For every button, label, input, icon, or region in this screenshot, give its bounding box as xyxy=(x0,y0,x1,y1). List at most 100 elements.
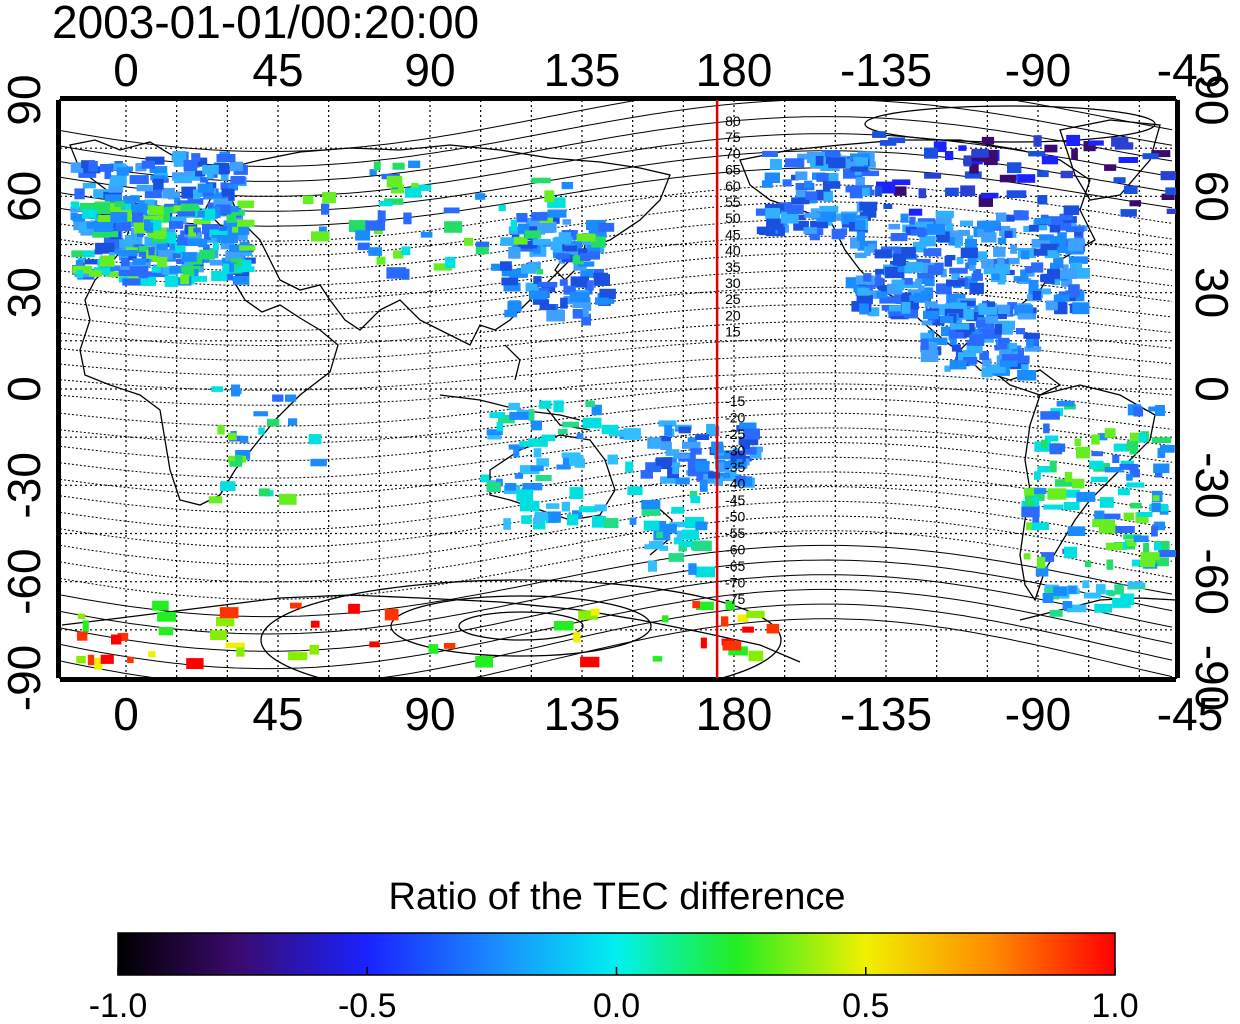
tec-patch xyxy=(689,490,698,498)
tec-patch xyxy=(173,159,188,167)
tec-patch xyxy=(977,228,985,237)
tec-patch xyxy=(1123,185,1138,194)
tec-patch xyxy=(681,529,699,540)
tec-patch xyxy=(508,247,521,259)
tec-patch xyxy=(1153,521,1166,531)
tec-patch xyxy=(892,253,906,266)
tec-patch xyxy=(920,345,930,353)
tec-patch xyxy=(141,160,155,169)
tec-patch xyxy=(924,147,938,159)
tec-patch xyxy=(235,230,248,241)
tec-patch xyxy=(124,235,143,246)
tec-patch xyxy=(1053,294,1070,302)
tec-patch xyxy=(148,247,155,256)
tec-patch xyxy=(475,193,486,200)
tec-patch xyxy=(1123,512,1135,521)
tec-patch xyxy=(235,455,243,465)
tec-patch xyxy=(981,232,997,243)
tec-patch xyxy=(875,271,882,283)
tec-patch xyxy=(93,202,111,214)
tec-patch xyxy=(1113,443,1130,452)
tec-patch xyxy=(696,471,704,482)
tec-patch xyxy=(119,239,132,249)
tec-patch xyxy=(1058,291,1079,298)
tec-patch xyxy=(918,285,925,291)
tec-patch xyxy=(509,411,529,420)
tec-patch xyxy=(936,231,950,243)
tec-patch xyxy=(219,225,227,231)
tec-patch xyxy=(386,267,407,279)
tec-patch xyxy=(383,198,404,205)
tec-patch xyxy=(562,219,572,225)
tec-patch xyxy=(1126,482,1145,488)
tec-patch xyxy=(1070,262,1083,270)
tec-patch xyxy=(110,212,128,223)
tec-patch xyxy=(195,170,206,177)
mag-contour xyxy=(60,559,1173,635)
tec-patch xyxy=(945,303,955,309)
tec-patch xyxy=(378,200,393,207)
tec-patch xyxy=(951,344,961,352)
tec-patch xyxy=(193,219,211,225)
tec-patch xyxy=(1035,566,1049,577)
tec-patch xyxy=(960,185,976,197)
tec-patch xyxy=(104,194,123,203)
tec-patch xyxy=(109,246,122,255)
tec-patch xyxy=(1039,234,1054,241)
tec-patch xyxy=(890,233,908,242)
tec-patch xyxy=(536,269,544,275)
north-contour-label: 20 xyxy=(725,307,741,323)
tec-patch xyxy=(1074,228,1082,237)
tec-patch xyxy=(1045,300,1058,311)
tec-patch xyxy=(546,310,565,322)
bottom-lon-tick-label: 135 xyxy=(544,688,621,740)
tec-patch xyxy=(699,479,708,492)
tec-patch xyxy=(1021,364,1029,375)
tec-patch xyxy=(202,224,220,235)
tec-patch xyxy=(1120,209,1137,217)
tec-patch xyxy=(1143,543,1150,554)
tec-patch xyxy=(948,237,955,246)
tec-patch xyxy=(1043,423,1050,434)
south-pole-contour-outer xyxy=(260,579,782,678)
tec-patch xyxy=(1059,213,1073,221)
tec-patch xyxy=(533,245,541,254)
tec-patch xyxy=(582,417,602,429)
tec-patch xyxy=(200,177,209,183)
tec-patch xyxy=(1047,268,1060,279)
tec-patch xyxy=(235,259,252,267)
tec-patch xyxy=(675,477,690,485)
tec-patch xyxy=(1063,489,1080,498)
tec-patch xyxy=(1029,224,1039,232)
tec-patch xyxy=(518,240,538,249)
tec-patch xyxy=(211,386,224,392)
tec-patch xyxy=(1017,313,1036,320)
tec-patch xyxy=(588,228,607,238)
tec-patch xyxy=(979,350,989,360)
tec-patch xyxy=(1114,584,1124,595)
tec-patch xyxy=(531,420,542,431)
tec-patch xyxy=(561,182,574,190)
tec-patch xyxy=(1091,451,1103,457)
tec-patch xyxy=(519,441,534,447)
tec-patch xyxy=(690,448,702,455)
tec-patch xyxy=(949,267,968,274)
tec-patch xyxy=(904,306,919,319)
tec-patch xyxy=(202,208,216,221)
tec-patch xyxy=(856,231,865,241)
tec-patch xyxy=(89,269,100,277)
tec-patch xyxy=(223,220,240,229)
tec-patch xyxy=(233,276,250,285)
tec-patch xyxy=(97,215,112,227)
tec-patch xyxy=(1100,519,1115,526)
mag-contour xyxy=(60,574,1173,652)
tec-patch xyxy=(1104,428,1116,438)
tec-patch xyxy=(1044,144,1058,153)
tec-patch xyxy=(915,278,922,287)
tec-patch xyxy=(1127,581,1144,588)
tec-patch xyxy=(864,246,871,256)
tec-patch xyxy=(75,260,83,267)
tec-patch xyxy=(964,171,982,179)
tec-patch xyxy=(475,243,489,255)
